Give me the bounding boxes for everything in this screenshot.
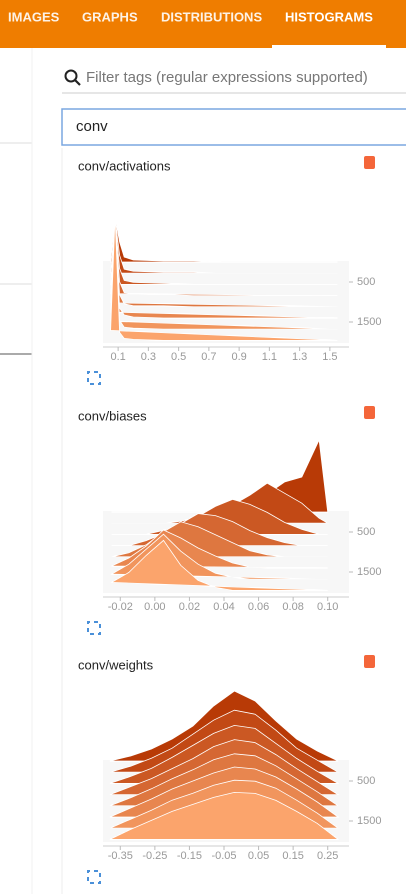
x-tick-label: 0.25 xyxy=(317,850,338,862)
y-tick-label: 500 xyxy=(357,526,375,538)
expand-icon[interactable] xyxy=(87,870,101,884)
x-tick-label: 1.5 xyxy=(322,351,337,363)
x-tick-label: 0.3 xyxy=(141,351,156,363)
x-tick-label: 0.15 xyxy=(282,850,303,862)
y-tick-label: 1500 xyxy=(357,566,381,578)
panel-title: conv/biases xyxy=(78,408,147,423)
panel-menu-icon[interactable] xyxy=(364,655,375,668)
panel-menu-icon[interactable] xyxy=(364,156,375,169)
search-icon xyxy=(64,69,81,86)
histogram-ridge xyxy=(110,219,338,330)
histogram-ridge xyxy=(110,219,338,285)
filter-input[interactable] xyxy=(61,108,406,146)
y-tick-label: 1500 xyxy=(357,815,381,827)
tab-bar xyxy=(0,0,406,48)
x-tick-label: 0.1 xyxy=(110,351,125,363)
y-tick-label: 500 xyxy=(357,276,375,288)
x-tick-label: 0.06 xyxy=(248,601,269,613)
histogram-ridge xyxy=(110,216,338,263)
histogram-ridge xyxy=(110,220,338,296)
x-tick-label: 0.05 xyxy=(248,850,269,862)
histogram-ridge xyxy=(110,539,328,591)
y-tick-label: 500 xyxy=(357,775,375,787)
histogram-ridge xyxy=(110,218,338,274)
x-tick-label: 0.00 xyxy=(144,601,165,613)
x-tick-label: 0.7 xyxy=(201,351,216,363)
expand-icon[interactable] xyxy=(87,371,101,385)
tab[interactable]: GRAPHS xyxy=(82,9,138,24)
x-tick-label: -0.02 xyxy=(108,601,133,613)
filter-text: conv xyxy=(76,118,108,135)
x-tick-label: 0.04 xyxy=(213,601,234,613)
active-tab-indicator xyxy=(272,45,386,48)
tab[interactable]: HISTOGRAMS xyxy=(285,9,373,24)
x-tick-label: -0.05 xyxy=(211,850,236,862)
tab[interactable]: IMAGES xyxy=(8,9,60,24)
x-tick-label: -0.35 xyxy=(108,850,133,862)
histogram-ridge xyxy=(109,791,340,840)
histogram-ridge xyxy=(110,215,338,341)
histogram-ridge xyxy=(110,221,338,308)
x-tick-label: 1.1 xyxy=(262,351,277,363)
x-tick-label: 0.10 xyxy=(317,601,338,613)
panel-title: conv/activations xyxy=(78,158,171,173)
expand-icon[interactable] xyxy=(87,621,101,635)
x-tick-label: 0.08 xyxy=(282,601,303,613)
panel-menu-icon[interactable] xyxy=(364,406,375,419)
tab[interactable]: DISTRIBUTIONS xyxy=(161,9,262,24)
y-tick-label: 1500 xyxy=(357,316,381,328)
x-tick-label: -0.25 xyxy=(142,850,167,862)
x-tick-label: 0.9 xyxy=(231,351,246,363)
x-tick-label: 1.3 xyxy=(292,351,307,363)
panel-title: conv/weights xyxy=(78,657,154,672)
x-tick-label: 0.5 xyxy=(171,351,186,363)
histogram-ridge xyxy=(110,222,338,319)
x-tick-label: -0.15 xyxy=(177,850,202,862)
search-placeholder[interactable]: Filter tags (regular expressions support… xyxy=(86,69,368,86)
x-tick-label: 0.02 xyxy=(179,601,200,613)
